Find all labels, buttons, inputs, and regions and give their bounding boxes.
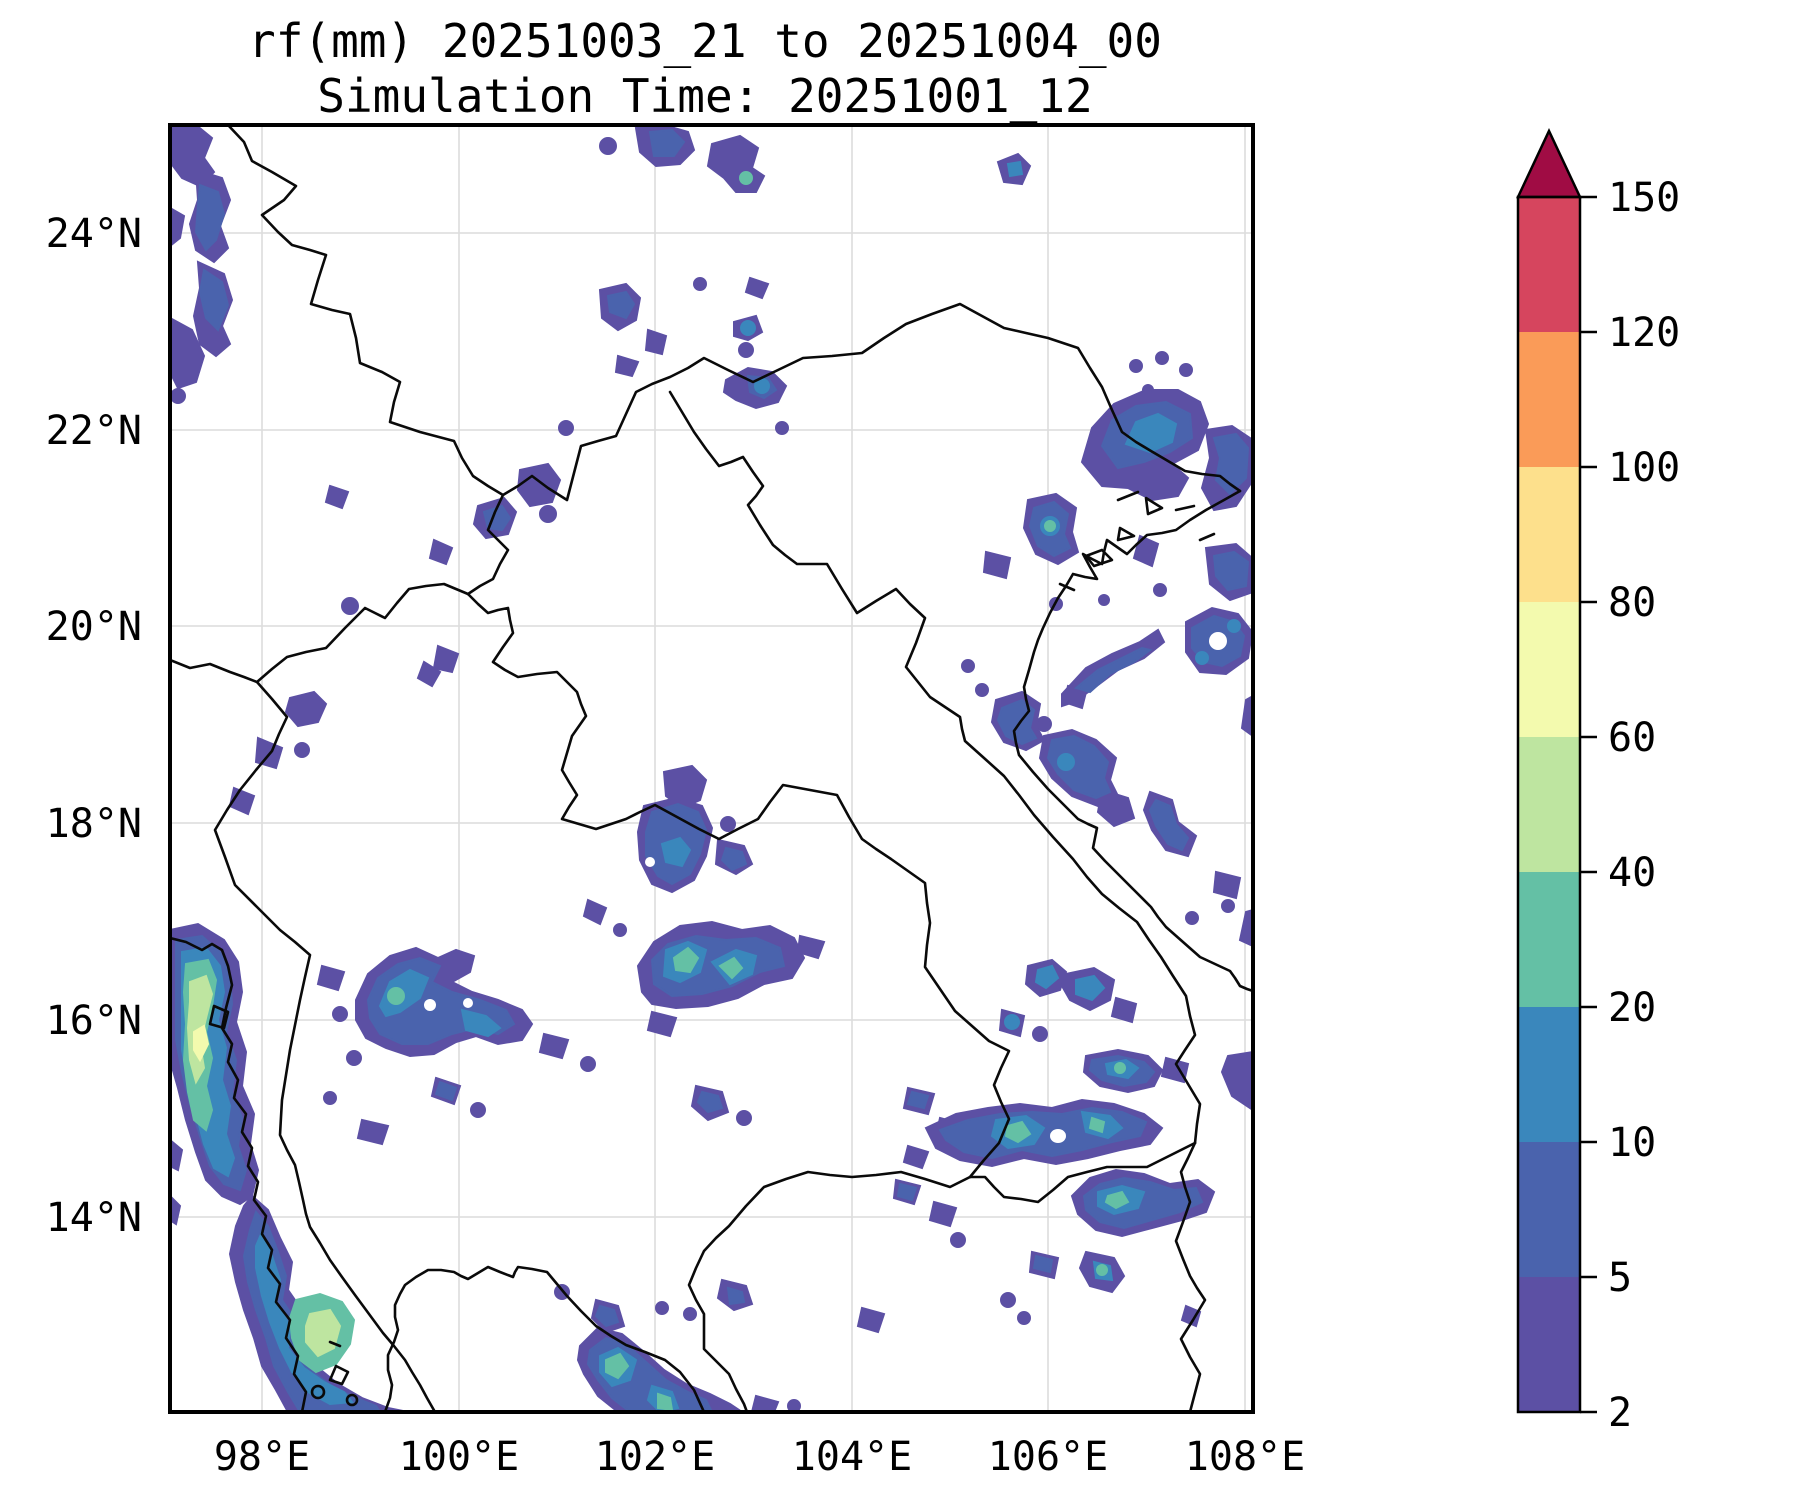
- colorbar-labels: 2 5 10 20 40 60 80 100 120 150: [1608, 175, 1680, 1436]
- y-tick-22n: 22°N: [46, 408, 142, 454]
- colorbar-outline: [1516, 195, 1582, 1414]
- x-tick-108e: 108°E: [1185, 1434, 1305, 1480]
- cb-label-20: 20: [1608, 985, 1656, 1031]
- colorbar: 2 5 10 20 40 60 80 100 120 150: [1516, 128, 1680, 1436]
- colorbar-seg-40-60: [1518, 737, 1580, 872]
- x-tick-104e: 104°E: [792, 1434, 912, 1480]
- colorbar-seg-120-150: [1518, 197, 1580, 332]
- cb-label-100: 100: [1608, 445, 1680, 491]
- cb-label-40: 40: [1608, 850, 1656, 896]
- rain-level-60-80: [193, 1024, 210, 1063]
- rain-holes: [424, 632, 1227, 1143]
- y-tick-24n: 24°N: [46, 211, 142, 257]
- cb-label-120: 120: [1608, 310, 1680, 356]
- cb-label-5: 5: [1608, 1255, 1632, 1301]
- cb-label-60: 60: [1608, 715, 1656, 761]
- cb-label-150: 150: [1608, 175, 1680, 221]
- cb-label-10: 10: [1608, 1120, 1656, 1166]
- colorbar-seg-20-40: [1518, 872, 1580, 1007]
- x-tick-100e: 100°E: [399, 1434, 519, 1480]
- colorbar-seg-100-120: [1518, 332, 1580, 467]
- x-axis-labels: 98°E 100°E 102°E 104°E 106°E 108°E: [214, 1434, 1305, 1480]
- x-tick-98e: 98°E: [214, 1434, 310, 1480]
- country-borders: [170, 125, 1253, 1412]
- x-tick-102e: 102°E: [595, 1434, 715, 1480]
- y-tick-20n: 20°N: [46, 604, 142, 650]
- plot-frame: [168, 123, 1255, 1414]
- colorbar-seg-10-20: [1518, 1007, 1580, 1142]
- x-tick-106e: 106°E: [988, 1434, 1108, 1480]
- colorbar-seg-80-100: [1518, 467, 1580, 602]
- colorbar-ticks: [1580, 195, 1597, 1414]
- plot-subtitle: Simulation Time: 20251001_12: [317, 69, 1092, 123]
- y-tick-18n: 18°N: [46, 801, 142, 847]
- cb-label-80: 80: [1608, 580, 1656, 626]
- y-tick-16n: 16°N: [46, 998, 142, 1044]
- y-tick-14n: 14°N: [46, 1195, 142, 1241]
- y-axis-labels: 24°N 22°N 20°N 18°N 16°N 14°N: [46, 211, 142, 1241]
- colorbar-overflow-arrow: [1516, 128, 1582, 199]
- colorbar-seg-60-80: [1518, 602, 1580, 737]
- colorbar-seg-5-10: [1518, 1142, 1580, 1277]
- cb-label-2: 2: [1608, 1390, 1632, 1436]
- plot-title: rf(mm) 20251003_21 to 20251004_00: [248, 14, 1162, 68]
- colorbar-seg-2-5: [1518, 1277, 1580, 1412]
